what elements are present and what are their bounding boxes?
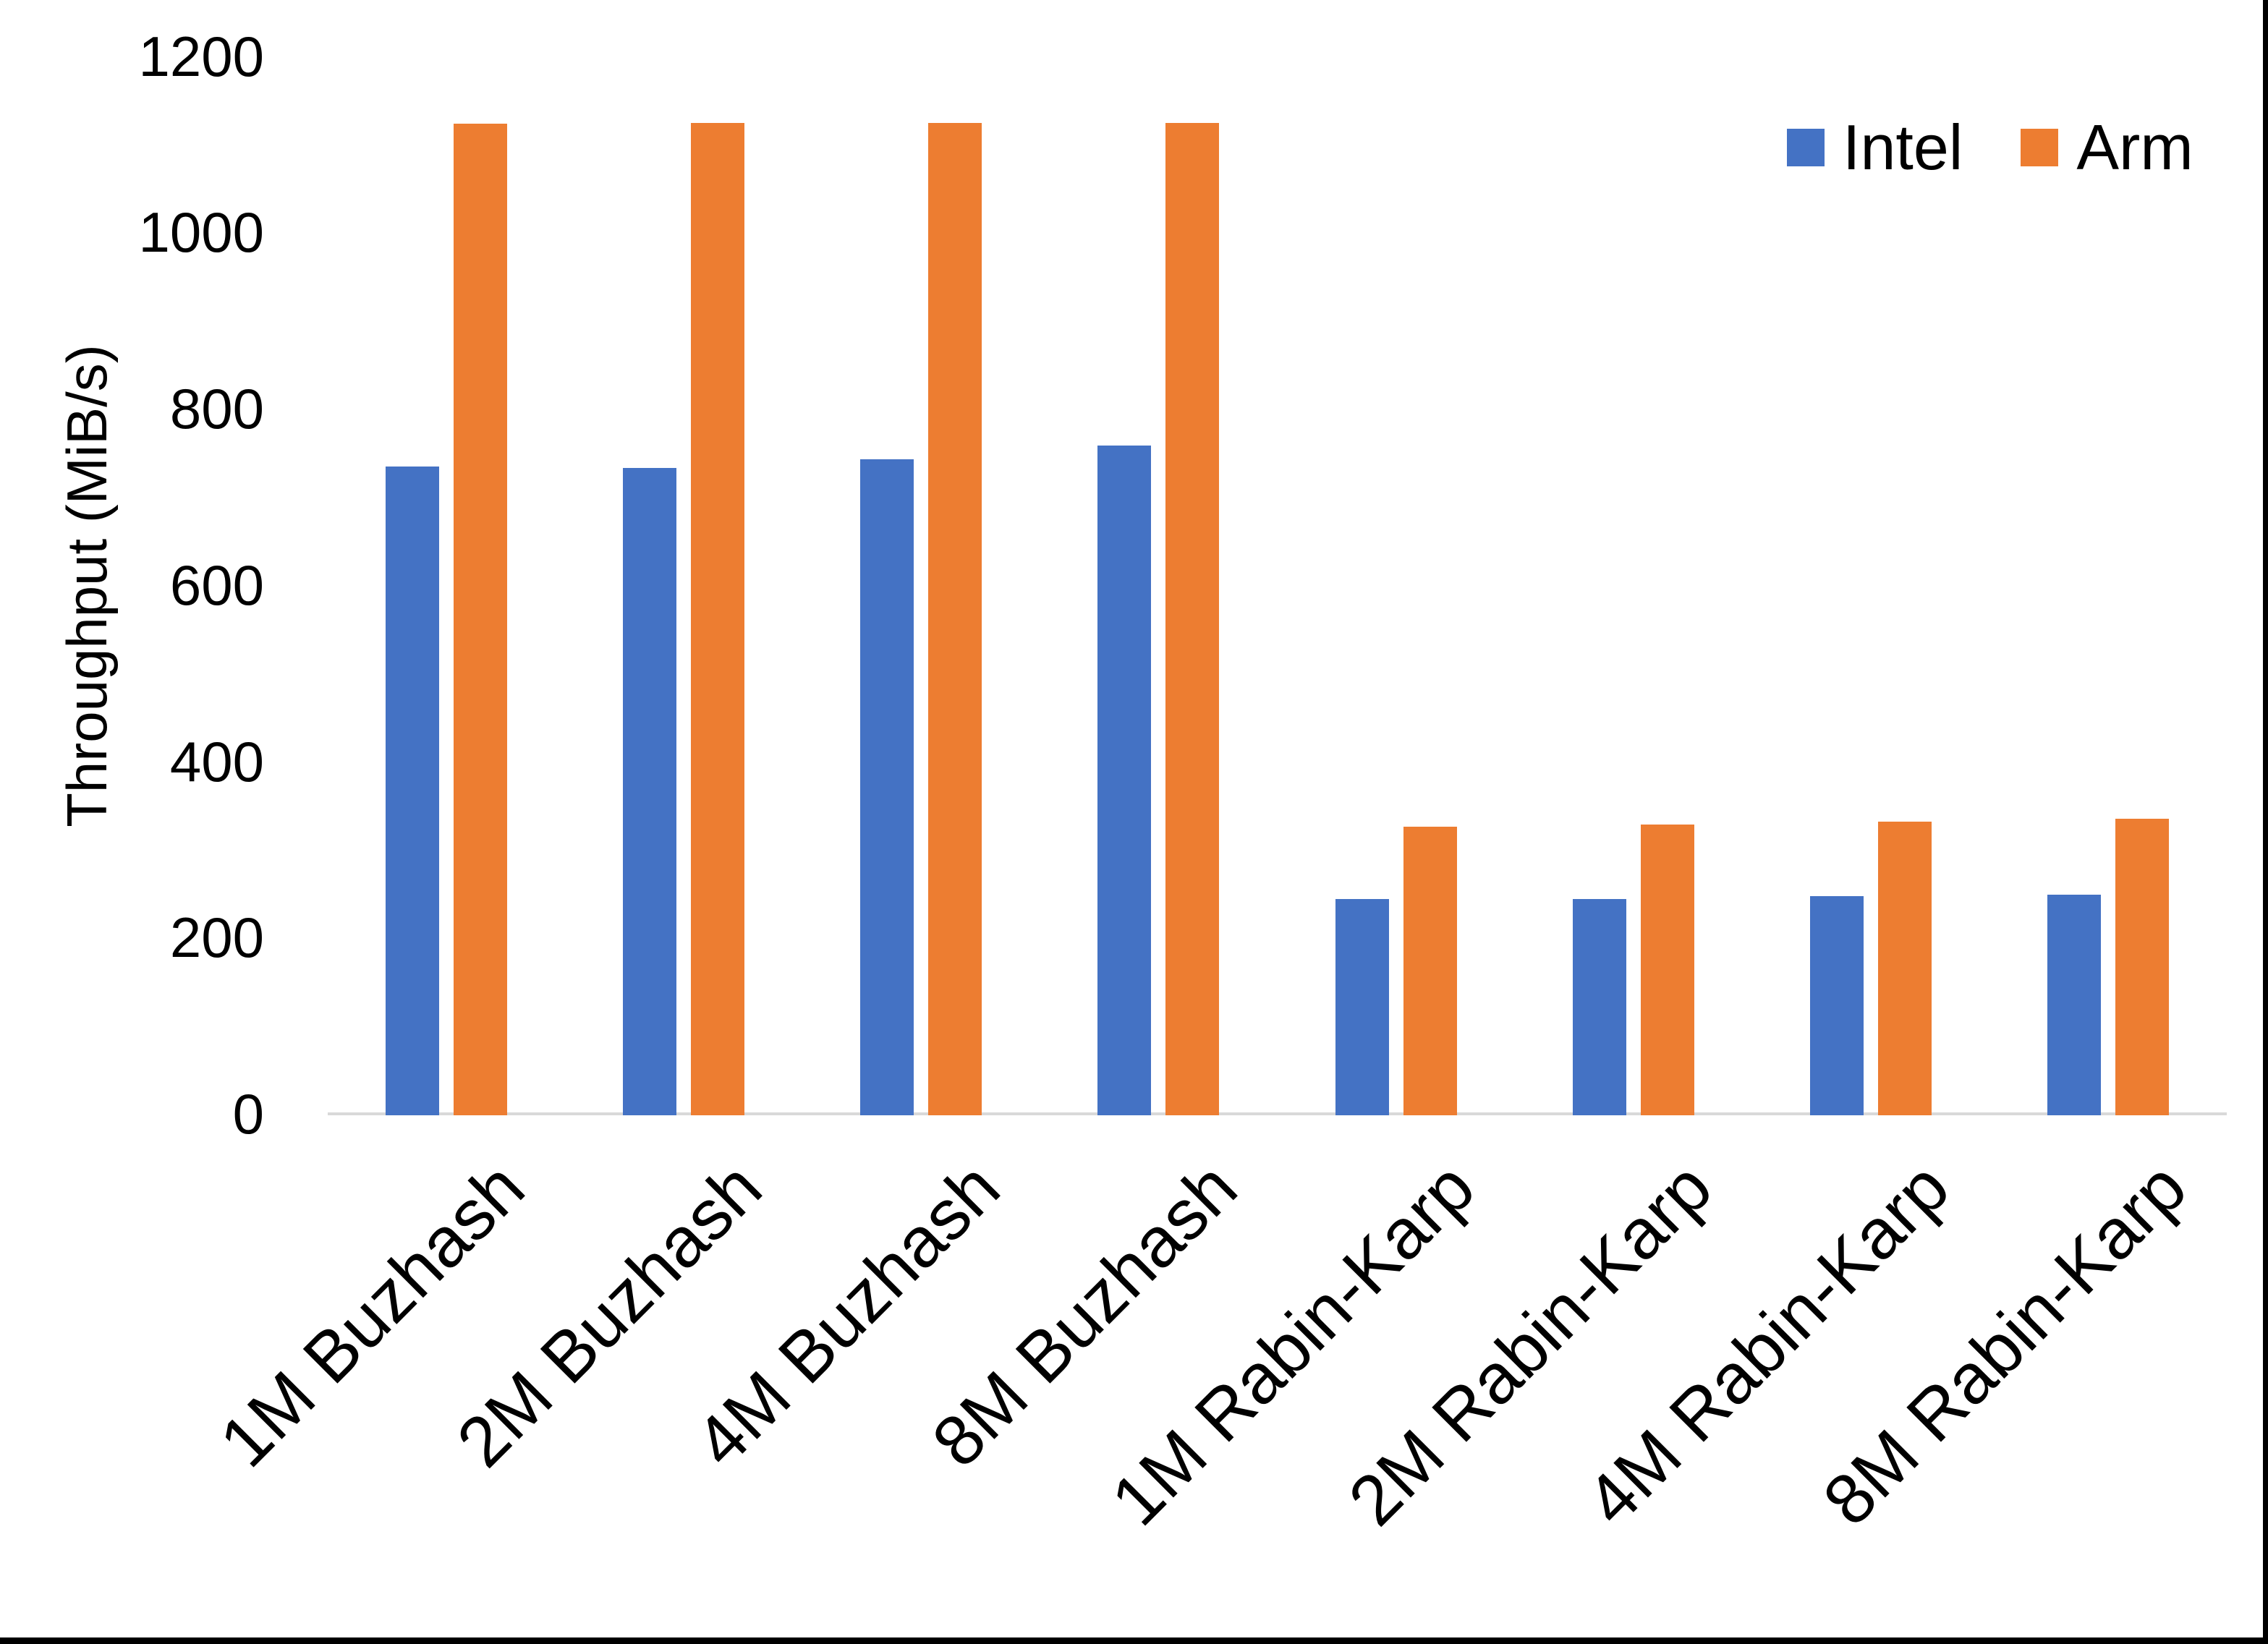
bar-arm-2m-rabin-karp bbox=[1640, 825, 1694, 1115]
bar-intel-8m-buzhash bbox=[1097, 446, 1152, 1115]
legend-item-arm: Arm bbox=[2021, 116, 2193, 179]
bar-intel-2m-buzhash bbox=[623, 468, 677, 1115]
legend-label-arm: Arm bbox=[2076, 111, 2193, 183]
bar-intel-1m-buzhash bbox=[386, 467, 440, 1115]
bar-arm-4m-rabin-karp bbox=[1877, 822, 1932, 1115]
bar-arm-4m-buzhash bbox=[928, 123, 982, 1115]
legend: Intel Arm bbox=[1787, 116, 2193, 179]
y-tick-label-1200: 1200 bbox=[138, 24, 264, 88]
bar-arm-2m-buzhash bbox=[691, 123, 745, 1115]
bar-intel-2m-rabin-karp bbox=[1572, 899, 1626, 1115]
y-tick-label-600: 600 bbox=[169, 553, 264, 617]
bar-intel-8m-rabin-karp bbox=[2047, 895, 2101, 1115]
y-tick-label-1000: 1000 bbox=[138, 200, 264, 265]
bottom-frame-border bbox=[0, 1637, 2268, 1644]
y-tick-label-800: 800 bbox=[169, 377, 264, 440]
y-tick-label-0: 0 bbox=[232, 1082, 264, 1146]
bar-arm-8m-buzhash bbox=[1165, 123, 1220, 1115]
bar-arm-1m-buzhash bbox=[454, 124, 508, 1115]
y-tick-label-400: 400 bbox=[169, 729, 264, 793]
bar-arm-8m-rabin-karp bbox=[2115, 819, 2169, 1115]
bar-intel-1m-rabin-karp bbox=[1335, 899, 1389, 1115]
bar-intel-4m-buzhash bbox=[860, 459, 914, 1115]
legend-label-intel: Intel bbox=[1843, 111, 1963, 183]
right-frame-border bbox=[2263, 0, 2268, 1644]
arm-series-swatch bbox=[2021, 129, 2059, 166]
bar-arm-1m-rabin-karp bbox=[1403, 827, 1457, 1115]
x-axis-line bbox=[328, 1112, 2227, 1115]
intel-series-swatch bbox=[1787, 129, 1825, 166]
y-tick-label-200: 200 bbox=[169, 906, 264, 970]
legend-item-intel: Intel bbox=[1787, 116, 1963, 179]
bar-intel-4m-rabin-karp bbox=[1809, 896, 1864, 1115]
